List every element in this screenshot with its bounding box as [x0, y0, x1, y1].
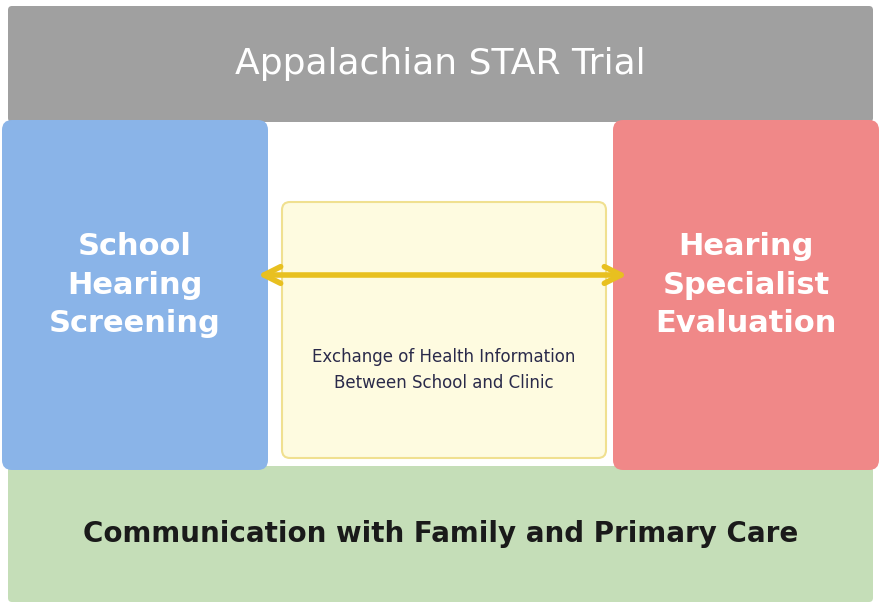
Text: School
Hearing
Screening: School Hearing Screening: [49, 232, 221, 338]
FancyBboxPatch shape: [282, 202, 606, 458]
FancyBboxPatch shape: [613, 120, 879, 470]
Text: Appalachian STAR Trial: Appalachian STAR Trial: [235, 47, 646, 81]
Text: Hearing
Specialist
Evaluation: Hearing Specialist Evaluation: [655, 232, 837, 338]
FancyBboxPatch shape: [8, 6, 873, 122]
FancyBboxPatch shape: [2, 120, 268, 470]
FancyBboxPatch shape: [8, 466, 873, 602]
Text: Exchange of Health Information
Between School and Clinic: Exchange of Health Information Between S…: [312, 348, 575, 392]
Text: Communication with Family and Primary Care: Communication with Family and Primary Ca…: [83, 520, 798, 548]
